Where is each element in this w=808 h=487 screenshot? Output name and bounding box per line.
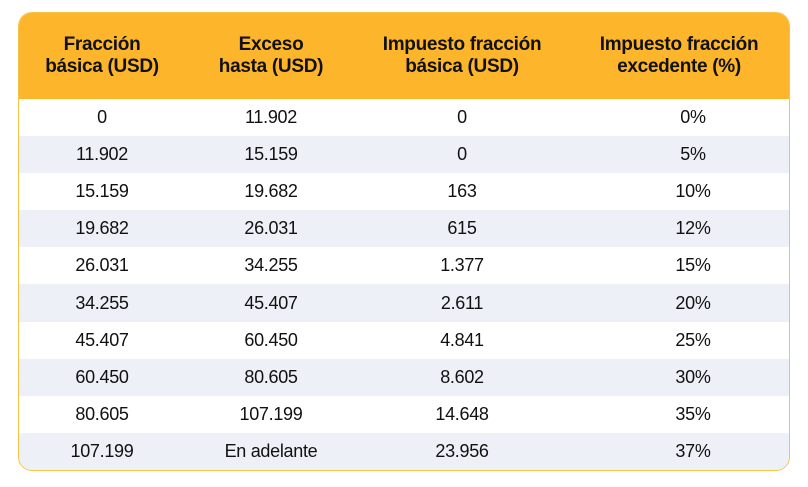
cell-impuesto-basica: 23.956 <box>435 440 489 461</box>
cell-exceso-hasta: En adelante <box>224 440 318 461</box>
cell-impuesto-basica: 2.611 <box>440 292 484 313</box>
cell-impuesto-basica: 4.841 <box>440 329 484 350</box>
cell-exceso-hasta: 107.199 <box>239 403 303 424</box>
cell-fraccion-basica: 34.255 <box>75 292 129 313</box>
header-impuesto-fraccion-excedente: Impuesto fracción excedente (%) <box>567 13 789 99</box>
table-body: 0 11.902 0 0% 11.902 15.159 0 5% 15.159 … <box>19 99 789 470</box>
cell-impuesto-excedente: 37% <box>675 440 711 461</box>
table-row: 60.450 80.605 8.602 30% <box>19 358 789 396</box>
cell-impuesto-basica: 0 <box>457 107 467 128</box>
table-header: Fracción básica (USD) Exceso hasta (USD)… <box>19 13 789 99</box>
cell-fraccion-basica: 19.682 <box>75 218 129 239</box>
cell-fraccion-basica: 0 <box>97 107 107 128</box>
cell-exceso-hasta: 19.682 <box>244 181 298 202</box>
cell-fraccion-basica: 11.902 <box>76 144 128 165</box>
cell-exceso-hasta: 26.031 <box>244 218 298 239</box>
header-text-line: básica (USD) <box>405 56 519 77</box>
table-row: 26.031 34.255 1.377 15% <box>19 247 789 285</box>
cell-impuesto-basica: 14.648 <box>435 403 489 424</box>
table-row: 11.902 15.159 0 5% <box>19 136 789 174</box>
cell-impuesto-excedente: 35% <box>675 403 711 424</box>
cell-impuesto-excedente: 30% <box>675 366 711 387</box>
cell-exceso-hasta: 60.450 <box>244 329 298 350</box>
table-row: 0 11.902 0 0% <box>19 99 789 137</box>
cell-exceso-hasta: 45.407 <box>244 292 298 313</box>
cell-fraccion-basica: 107.199 <box>70 440 134 461</box>
cell-fraccion-basica: 60.450 <box>75 366 129 387</box>
header-text-line: Fracción <box>63 34 141 55</box>
header-text-line: básica (USD) <box>45 56 159 77</box>
table-row: 15.159 19.682 163 10% <box>19 173 789 211</box>
header-text-line: Impuesto fracción <box>599 34 759 55</box>
cell-impuesto-basica: 615 <box>447 218 477 239</box>
cell-exceso-hasta: 34.255 <box>244 255 298 276</box>
cell-exceso-hasta: 80.605 <box>244 366 298 387</box>
header-fraccion-basica: Fracción básica (USD) <box>19 13 185 99</box>
cell-fraccion-basica: 45.407 <box>75 329 129 350</box>
header-exceso-hasta: Exceso hasta (USD) <box>185 13 357 99</box>
cell-impuesto-basica: 1.377 <box>440 255 484 276</box>
table-row: 19.682 26.031 615 12% <box>19 210 789 248</box>
table-row: 80.605 107.199 14.648 35% <box>19 395 789 433</box>
cell-impuesto-basica: 0 <box>457 144 467 165</box>
cell-fraccion-basica: 80.605 <box>75 403 129 424</box>
cell-impuesto-basica: 8.602 <box>440 366 484 387</box>
table-row: 45.407 60.450 4.841 25% <box>19 321 789 359</box>
cell-fraccion-basica: 26.031 <box>75 255 129 276</box>
header-text-line: excedente (%) <box>617 56 741 77</box>
cell-impuesto-excedente: 12% <box>675 218 711 239</box>
cell-exceso-hasta: 11.902 <box>245 107 297 128</box>
header-text-line: hasta (USD) <box>218 56 324 77</box>
cell-impuesto-basica: 163 <box>447 181 477 202</box>
cell-impuesto-excedente: 25% <box>675 329 711 350</box>
header-text-line: Exceso <box>238 34 304 55</box>
cell-exceso-hasta: 15.159 <box>244 144 298 165</box>
cell-impuesto-excedente: 0% <box>680 107 706 128</box>
table-row: 34.255 45.407 2.611 20% <box>19 284 789 322</box>
header-row: Fracción básica (USD) Exceso hasta (USD)… <box>19 13 789 99</box>
cell-impuesto-excedente: 5% <box>680 144 706 165</box>
cell-impuesto-excedente: 10% <box>675 181 711 202</box>
tax-table-card: Fracción básica (USD) Exceso hasta (USD)… <box>18 12 790 471</box>
cell-fraccion-basica: 15.159 <box>75 181 129 202</box>
table-row: 107.199 En adelante 23.956 37% <box>19 432 789 470</box>
cell-impuesto-excedente: 20% <box>675 292 711 313</box>
tax-bracket-table: Fracción básica (USD) Exceso hasta (USD)… <box>19 13 789 470</box>
header-impuesto-fraccion-basica: Impuesto fracción básica (USD) <box>357 13 567 99</box>
cell-impuesto-excedente: 15% <box>675 255 711 276</box>
header-text-line: Impuesto fracción <box>382 34 542 55</box>
